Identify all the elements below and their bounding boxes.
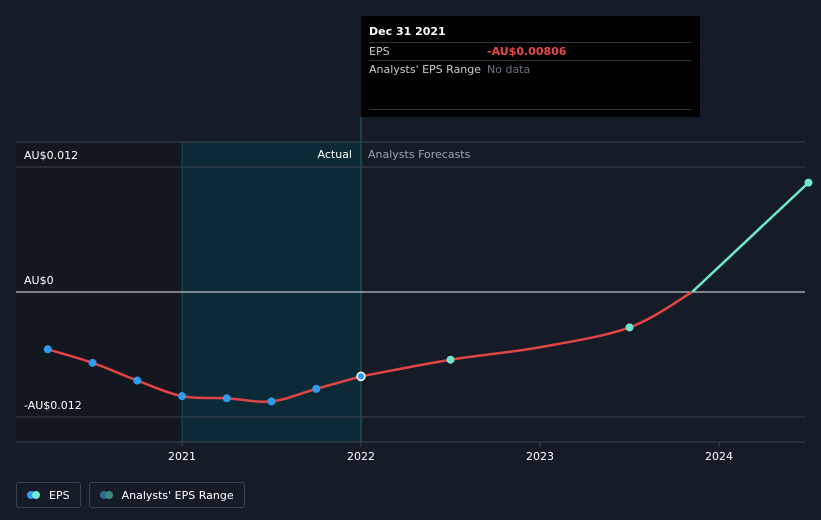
y-tick-label-2: -AU$0.012 [24, 399, 82, 412]
tooltip-value-eps: -AU$0.00806 [487, 45, 567, 58]
tooltip-key-range: Analysts' EPS Range [369, 63, 482, 76]
range-legend-icon [99, 490, 116, 500]
x-tick-label-0: 2021 [168, 450, 196, 463]
eps-forecast-line-negative [360, 290, 693, 378]
eps-actual-point-4[interactable] [222, 394, 231, 403]
eps-forecast-point-1[interactable] [625, 323, 634, 332]
tooltip-key-eps: EPS [369, 45, 390, 58]
eps-actual-point-7[interactable] [356, 371, 366, 382]
legend: EPS Analysts' EPS Range [16, 482, 245, 508]
gridlines [16, 141, 805, 443]
tooltip-value-range: No data [487, 63, 531, 76]
tooltip-row-eps: EPS -AU$0.00806 [369, 43, 692, 61]
x-tick-label-2: 2023 [526, 450, 554, 463]
eps-points [43, 178, 813, 406]
eps-actual-point-3[interactable] [178, 392, 186, 401]
legend-eps-toggle[interactable]: EPS [16, 482, 81, 508]
legend-range-toggle[interactable]: Analysts' EPS Range [88, 482, 245, 508]
y-tick-label-0: AU$0.012 [24, 149, 78, 162]
y-axis-labels: AU$0.012 AU$0 -AU$0.012 [24, 149, 82, 412]
tooltip-date: Dec 31 2021 [369, 24, 692, 43]
eps-forecast-line-positive [691, 181, 810, 293]
tooltip-divider [369, 109, 692, 110]
x-axis-labels: 2021 2022 2023 2024 [168, 442, 733, 463]
y-tick-label-1: AU$0 [24, 274, 54, 287]
tooltip-panel: Dec 31 2021 EPS -AU$0.00806 Analysts' EP… [361, 16, 700, 117]
actual-region-label: Actual [318, 148, 352, 161]
forecast-region-label: Analysts Forecasts [368, 148, 471, 161]
x-tick-label-1: 2022 [347, 450, 375, 463]
eps-forecast-point-0[interactable] [446, 355, 455, 364]
eps-actual-point-6[interactable] [312, 384, 321, 393]
tooltip-row-range: Analysts' EPS Range No data [369, 61, 692, 78]
eps-forecast-point-2[interactable] [804, 178, 813, 187]
eps-actual-point-1[interactable] [88, 358, 97, 367]
x-tick-label-3: 2024 [705, 450, 733, 463]
eps-actual-point-0[interactable] [43, 345, 52, 354]
legend-range-label: Analysts' EPS Range [121, 488, 234, 502]
eps-actual-point-2[interactable] [133, 376, 142, 385]
eps-legend-icon [27, 490, 43, 500]
legend-eps-label: EPS [49, 488, 70, 502]
eps-actual-point-5[interactable] [267, 397, 276, 406]
